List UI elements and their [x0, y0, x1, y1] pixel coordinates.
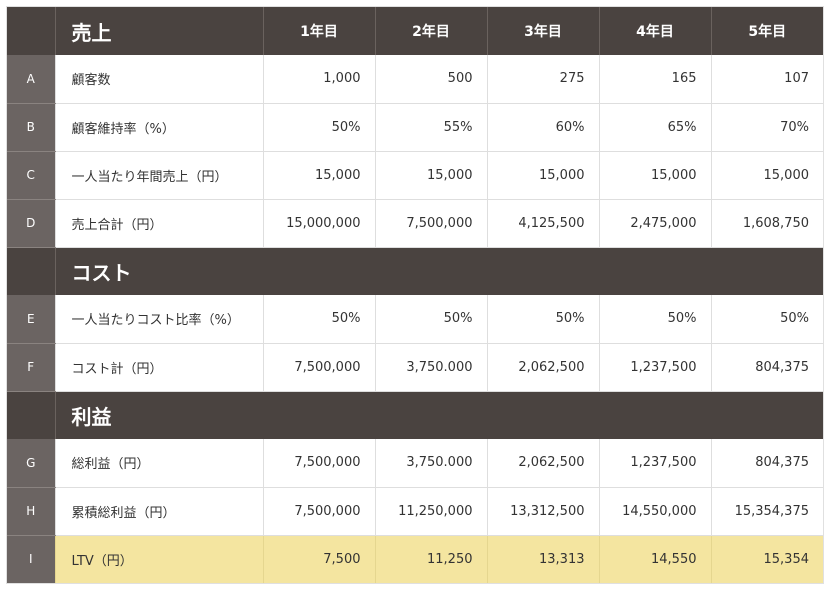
section-title-sales: 売上: [55, 7, 264, 55]
row-label: 累積総利益（円）: [55, 487, 264, 536]
cell-year-3: 15,000: [487, 151, 600, 200]
cell-year-3: 2,062,500: [487, 343, 600, 392]
section-key-cell: [7, 247, 56, 295]
cell-year-4: 14,550: [599, 535, 712, 583]
cell-year-4: 15,000: [599, 151, 712, 200]
row-label: LTV（円）: [55, 535, 264, 583]
cell-year-5: 70%: [711, 103, 823, 152]
table-row-c: C 一人当たり年間売上（円） 15,000 15,000 15,000 15,0…: [7, 151, 823, 200]
cell-year-5: 15,354,375: [711, 487, 823, 536]
cell-year-1: 50%: [263, 295, 376, 344]
cell-year-2: 50%: [375, 295, 488, 344]
cell-year-5: 804,375: [711, 343, 823, 392]
cell-year-4: 14,550,000: [599, 487, 712, 536]
cell-year-1: 7,500: [263, 535, 376, 583]
section-key-cell: [7, 7, 56, 55]
row-label: 総利益（円）: [55, 439, 264, 488]
row-key: D: [7, 199, 56, 248]
row-key: F: [7, 343, 56, 392]
cell-year-2: 500: [375, 55, 488, 104]
cell-year-3: 60%: [487, 103, 600, 152]
section-header-sales: 売上 1年目 2年目 3年目 4年目 5年目: [7, 7, 823, 55]
cell-year-2: 7,500,000: [375, 199, 488, 248]
cell-year-5: 1,608,750: [711, 199, 823, 248]
table-row-h: H 累積総利益（円） 7,500,000 11,250,000 13,312,5…: [7, 487, 823, 536]
row-key: C: [7, 151, 56, 200]
section-key-cell: [7, 391, 56, 439]
row-key: H: [7, 487, 56, 536]
cell-year-1: 15,000: [263, 151, 376, 200]
cell-year-3: 13,312,500: [487, 487, 600, 536]
cell-year-4: 1,237,500: [599, 439, 712, 488]
row-key: G: [7, 439, 56, 488]
cell-year-1: 1,000: [263, 55, 376, 104]
row-key: I: [7, 535, 56, 583]
cell-year-5: 50%: [711, 295, 823, 344]
year-header-3: 3年目: [487, 7, 600, 55]
cell-year-3: 50%: [487, 295, 600, 344]
cell-year-3: 2,062,500: [487, 439, 600, 488]
table-row-d: D 売上合計（円） 15,000,000 7,500,000 4,125,500…: [7, 199, 823, 248]
cell-year-1: 50%: [263, 103, 376, 152]
cell-year-2: 3,750.000: [375, 343, 488, 392]
ltv-table-container: 売上 1年目 2年目 3年目 4年目 5年目 A 顧客数 1,000 500 2…: [6, 6, 824, 584]
table-row-ltv: I LTV（円） 7,500 11,250 13,313 14,550 15,3…: [7, 535, 823, 583]
cell-year-4: 165: [599, 55, 712, 104]
table-row-b: B 顧客維持率（%） 50% 55% 60% 65% 70%: [7, 103, 823, 152]
row-key: B: [7, 103, 56, 152]
row-key: A: [7, 55, 56, 104]
cell-year-5: 804,375: [711, 439, 823, 488]
cell-year-2: 11,250,000: [375, 487, 488, 536]
cell-year-4: 2,475,000: [599, 199, 712, 248]
row-label: 売上合計（円）: [55, 199, 264, 248]
cell-year-4: 1,237,500: [599, 343, 712, 392]
section-title-profit: 利益: [55, 391, 823, 439]
cell-year-1: 7,500,000: [263, 343, 376, 392]
table-row-f: F コスト計（円） 7,500,000 3,750.000 2,062,500 …: [7, 343, 823, 392]
cell-year-1: 15,000,000: [263, 199, 376, 248]
section-header-profit: 利益: [7, 391, 823, 439]
cell-year-2: 11,250: [375, 535, 488, 583]
cell-year-3: 275: [487, 55, 600, 104]
table-row-a: A 顧客数 1,000 500 275 165 107: [7, 55, 823, 104]
cell-year-4: 50%: [599, 295, 712, 344]
cell-year-5: 15,354: [711, 535, 823, 583]
row-label: 顧客維持率（%）: [55, 103, 264, 152]
year-header-4: 4年目: [599, 7, 712, 55]
cell-year-2: 15,000: [375, 151, 488, 200]
cell-year-5: 15,000: [711, 151, 823, 200]
cell-year-4: 65%: [599, 103, 712, 152]
ltv-table: 売上 1年目 2年目 3年目 4年目 5年目 A 顧客数 1,000 500 2…: [7, 7, 823, 583]
row-label: 一人当たりコスト比率（%）: [55, 295, 264, 344]
row-label: コスト計（円）: [55, 343, 264, 392]
cell-year-5: 107: [711, 55, 823, 104]
cell-year-1: 7,500,000: [263, 487, 376, 536]
cell-year-2: 3,750.000: [375, 439, 488, 488]
cell-year-2: 55%: [375, 103, 488, 152]
year-header-5: 5年目: [711, 7, 823, 55]
cell-year-3: 13,313: [487, 535, 600, 583]
year-header-2: 2年目: [375, 7, 488, 55]
row-label: 顧客数: [55, 55, 264, 104]
cell-year-3: 4,125,500: [487, 199, 600, 248]
row-label: 一人当たり年間売上（円）: [55, 151, 264, 200]
section-title-cost: コスト: [55, 247, 823, 295]
year-header-1: 1年目: [263, 7, 376, 55]
table-row-g: G 総利益（円） 7,500,000 3,750.000 2,062,500 1…: [7, 439, 823, 488]
section-header-cost: コスト: [7, 247, 823, 295]
table-row-e: E 一人当たりコスト比率（%） 50% 50% 50% 50% 50%: [7, 295, 823, 344]
cell-year-1: 7,500,000: [263, 439, 376, 488]
row-key: E: [7, 295, 56, 344]
